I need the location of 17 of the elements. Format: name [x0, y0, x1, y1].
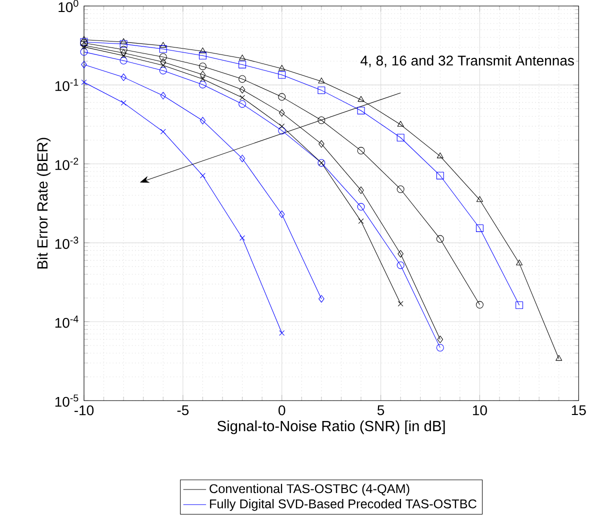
- y-tick-label: 10$^{-4}$: [55, 316, 78, 328]
- x-tick-label: -10: [74, 406, 94, 416]
- x-tick-label: 10: [473, 406, 487, 416]
- y-tick-label: 10$^{-1}$: [55, 79, 78, 92]
- x-tick-label: 5: [377, 406, 384, 416]
- legend-label: Fully Digital SVD-Based Precoded TAS-OSTBC: [210, 499, 476, 512]
- legend-label: Conventional TAS-OSTBC (4-QAM): [210, 484, 410, 496]
- y-tick-label: 10$^{-3}$: [55, 236, 78, 250]
- x-axis-title: Signal-to-Noise Ratio (SNR) [in dB]: [217, 420, 445, 434]
- y-axis-title: Bit Error Rate (BER): [36, 138, 51, 269]
- x-tick-label: 15: [572, 406, 586, 416]
- y-tick-label: 10$^{-2}$: [55, 158, 78, 170]
- x-tick-label: 0: [278, 406, 286, 416]
- x-tick-label: -5: [177, 406, 189, 416]
- y-tick-label: 10$^{-5}$: [55, 394, 78, 407]
- y-tick-label: 10$^{0}$: [58, 0, 78, 12]
- annotation: 4, 8, 16 and 32 Transmit Antennas: [360, 55, 574, 68]
